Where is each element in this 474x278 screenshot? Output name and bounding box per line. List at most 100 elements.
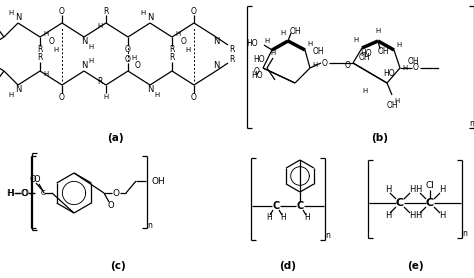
Text: HO: HO [254,56,265,64]
Text: (a): (a) [107,133,123,143]
Text: H: H [7,188,13,197]
Text: H: H [175,31,181,37]
Text: H: H [439,185,445,195]
Text: O: O [34,175,40,185]
Text: O: O [135,61,141,71]
Text: Cl: Cl [426,182,435,190]
Text: H: H [307,41,313,47]
Text: H: H [264,38,270,44]
Text: HO: HO [251,71,263,80]
Text: H: H [415,185,421,195]
Text: OH: OH [408,58,419,66]
Text: H: H [140,10,146,16]
Text: H: H [312,62,318,68]
Text: O: O [322,58,328,68]
Text: OH: OH [377,46,389,56]
Text: R: R [37,53,43,63]
Text: N: N [81,61,87,71]
Text: H: H [97,23,103,29]
Text: H: H [88,58,94,64]
Text: O: O [191,93,197,101]
Text: H: H [439,212,445,220]
Text: O: O [30,175,36,183]
Text: O: O [125,44,131,53]
Text: H: H [9,92,14,98]
Text: (e): (e) [407,261,423,271]
Text: O: O [191,6,197,16]
Text: H: H [385,212,391,220]
Text: H: H [415,212,421,220]
Text: H: H [266,212,272,222]
Text: O: O [254,66,260,76]
Text: C: C [396,198,404,208]
Text: H: H [103,94,109,100]
Text: O: O [181,38,187,46]
Text: C: C [296,201,304,211]
Text: (c): (c) [110,261,126,271]
Text: R: R [103,6,109,16]
Text: (b): (b) [372,133,389,143]
Text: R: R [169,46,175,54]
Text: O: O [59,93,65,101]
Text: O: O [345,61,351,71]
Text: N: N [81,38,87,46]
Text: H: H [402,65,408,71]
Text: N: N [15,86,21,95]
Text: N: N [213,38,219,46]
Text: n: n [326,232,330,240]
Text: N: N [213,61,219,71]
Text: H: H [409,212,415,220]
Text: H: H [409,185,415,195]
Text: HO: HO [383,68,395,78]
Text: R: R [169,53,175,63]
Text: O: O [108,202,114,210]
Text: OH: OH [386,101,398,110]
Text: H: H [9,10,14,16]
Text: OH: OH [152,177,166,185]
Text: O: O [413,63,419,73]
Text: C: C [41,190,46,196]
Text: (d): (d) [280,261,297,271]
Text: R: R [97,78,103,86]
Text: OH: OH [290,26,301,36]
Text: HO: HO [246,38,258,48]
Text: H: H [375,28,381,34]
Text: n: n [470,120,474,128]
Text: H: H [54,47,59,53]
Text: H: H [280,212,286,222]
Text: H: H [304,212,310,222]
Text: R: R [229,54,235,63]
Text: H: H [394,98,400,104]
Text: H: H [396,42,401,48]
Text: H: H [155,92,160,98]
Text: H: H [363,88,368,94]
Text: N: N [147,14,153,23]
Text: OH: OH [358,53,370,63]
Text: O: O [125,54,131,63]
Text: n: n [147,220,153,230]
Text: O: O [20,188,27,197]
Text: O: O [59,6,65,16]
Text: R: R [37,46,43,54]
Text: H: H [88,44,94,50]
Text: H: H [185,47,191,53]
Text: O: O [49,38,55,46]
Text: H: H [8,188,14,197]
Text: H: H [281,30,286,36]
Text: H: H [354,37,359,43]
Text: O: O [21,188,28,197]
Text: H: H [44,71,49,77]
Text: H: H [385,185,391,195]
Text: HO: HO [360,48,372,58]
Text: C: C [273,201,280,211]
Text: N: N [15,14,21,23]
Text: H: H [44,31,49,37]
Text: OH: OH [313,48,325,56]
Text: R: R [229,44,235,53]
Text: H: H [270,50,275,56]
Text: C: C [426,198,434,208]
Text: H: H [131,55,137,61]
Text: N: N [147,86,153,95]
Text: O: O [112,188,119,197]
Text: n: n [463,230,467,239]
